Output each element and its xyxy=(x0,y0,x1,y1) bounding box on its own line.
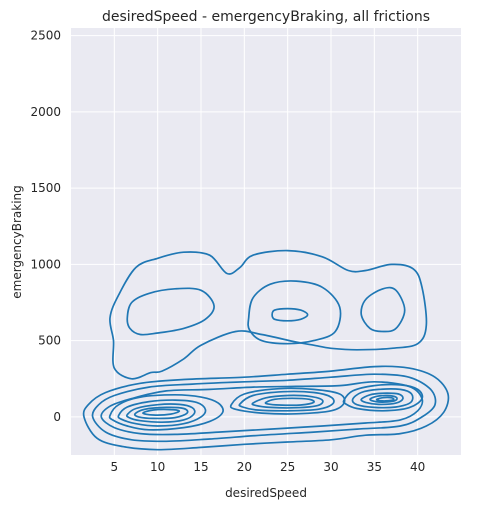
contour-right-ring-4 xyxy=(369,394,398,403)
contour-upper-middle-inner xyxy=(271,307,309,322)
contour-upper-right-ring xyxy=(360,286,406,333)
y-tick-label: 2500 xyxy=(30,29,61,43)
y-tick-label: 500 xyxy=(38,334,61,348)
contour-lines xyxy=(82,249,450,451)
y-tick-label: 2000 xyxy=(30,105,61,119)
contour-left-ring-1 xyxy=(108,393,224,431)
contour-upper-middle-ring xyxy=(247,280,342,345)
contour-outer-upper-envelope xyxy=(109,249,428,380)
contour-left-ring-2 xyxy=(117,399,207,427)
contour-right-ring-2 xyxy=(351,388,414,409)
y-tick-label: 0 xyxy=(53,410,61,424)
contour-right-ring-5 xyxy=(375,396,395,402)
contour-left-ring-4 xyxy=(133,406,189,420)
contour-middle-ring-4 xyxy=(264,397,315,407)
x-tick-label: 10 xyxy=(150,460,165,474)
chart-title: desiredSpeed - emergencyBraking, all fri… xyxy=(102,9,430,25)
x-tick-label: 20 xyxy=(237,460,252,474)
x-tick-label: 15 xyxy=(193,460,208,474)
x-tick-label: 40 xyxy=(410,460,425,474)
contour-right-ring-1 xyxy=(342,383,424,412)
x-tick-label: 35 xyxy=(367,460,382,474)
y-tick-label: 1500 xyxy=(30,181,61,195)
y-axis-label: emergencyBraking xyxy=(10,185,24,299)
contour-middle-ring-3 xyxy=(251,394,324,409)
y-tick-label: 1000 xyxy=(30,257,61,271)
x-tick-labels: 5 10 15 20 25 30 35 40 xyxy=(111,460,426,474)
contour-lower-band-1 xyxy=(82,365,450,451)
contour-left-ring-3 xyxy=(125,403,196,424)
x-tick-label: 5 xyxy=(111,460,119,474)
contour-right-ring-3 xyxy=(360,392,404,406)
contour-left-ring-5 xyxy=(142,408,181,416)
contour-middle-ring-2 xyxy=(238,390,335,412)
contour-lower-band-2 xyxy=(91,373,437,443)
contour-upper-left-ring xyxy=(126,287,215,336)
x-tick-label: 30 xyxy=(323,460,338,474)
x-tick-label: 25 xyxy=(280,460,295,474)
x-axis-label: desiredSpeed xyxy=(225,486,307,500)
y-tick-labels: 0 500 1000 1500 2000 2500 xyxy=(30,29,61,424)
